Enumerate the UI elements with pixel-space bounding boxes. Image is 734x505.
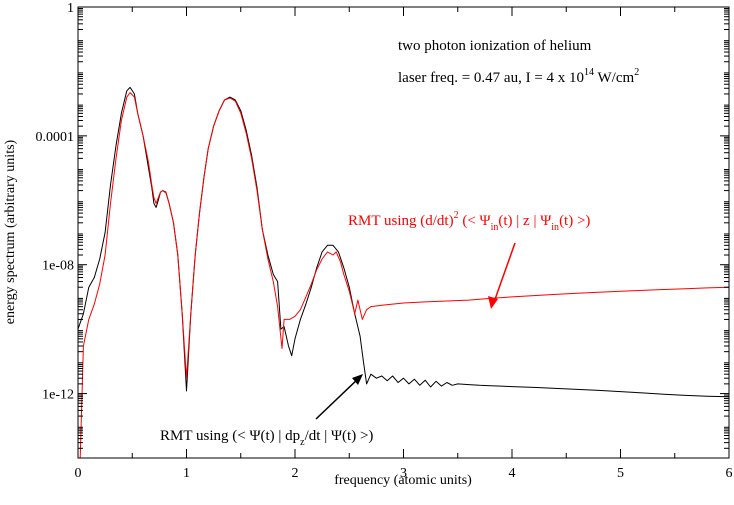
series-layer — [77, 86, 730, 459]
x-tick-label: 5 — [617, 466, 624, 481]
y-axis-label: energy spectrum (arbitrary units) — [3, 139, 18, 324]
series-line-black — [77, 86, 730, 398]
x-axis-label: frequency (atomic units) — [334, 473, 472, 488]
title-line-1: two photon ionization of helium — [398, 38, 592, 54]
y-tick-label: 1e-12 — [42, 388, 74, 403]
x-tick-label: 2 — [292, 466, 299, 481]
x-tick-label: 3 — [400, 466, 407, 481]
plot-area: 0 1 2 3 4 5 6 1e-12 1e-08 0.0001 1 — [36, 1, 733, 481]
black-series-annotation: RMT using (< Ψ(t) | dpz/dt | Ψ(t) >) — [160, 428, 373, 448]
title-line-2: laser freq. = 0.47 au, I = 4 x 1014 W/cm… — [398, 67, 639, 86]
x-tick-label: 4 — [509, 466, 516, 481]
ticks-layer: 0 1 2 3 4 5 6 1e-12 1e-08 0.0001 1 — [36, 1, 733, 481]
y-tick-label: 1e-08 — [42, 259, 74, 274]
red-annotation-arrow — [488, 242, 516, 309]
x-tick-label: 0 — [75, 466, 82, 481]
red-series-annotation: RMT using (d/dt)2 (< Ψin(t) | z | Ψin(t)… — [348, 210, 590, 233]
y-tick-label: 1 — [67, 1, 74, 16]
series-line-red — [79, 92, 730, 459]
x-tick-label: 6 — [726, 466, 733, 481]
black-annotation-arrow — [315, 374, 363, 420]
x-tick-label: 1 — [183, 466, 190, 481]
y-tick-label: 0.0001 — [36, 130, 75, 145]
